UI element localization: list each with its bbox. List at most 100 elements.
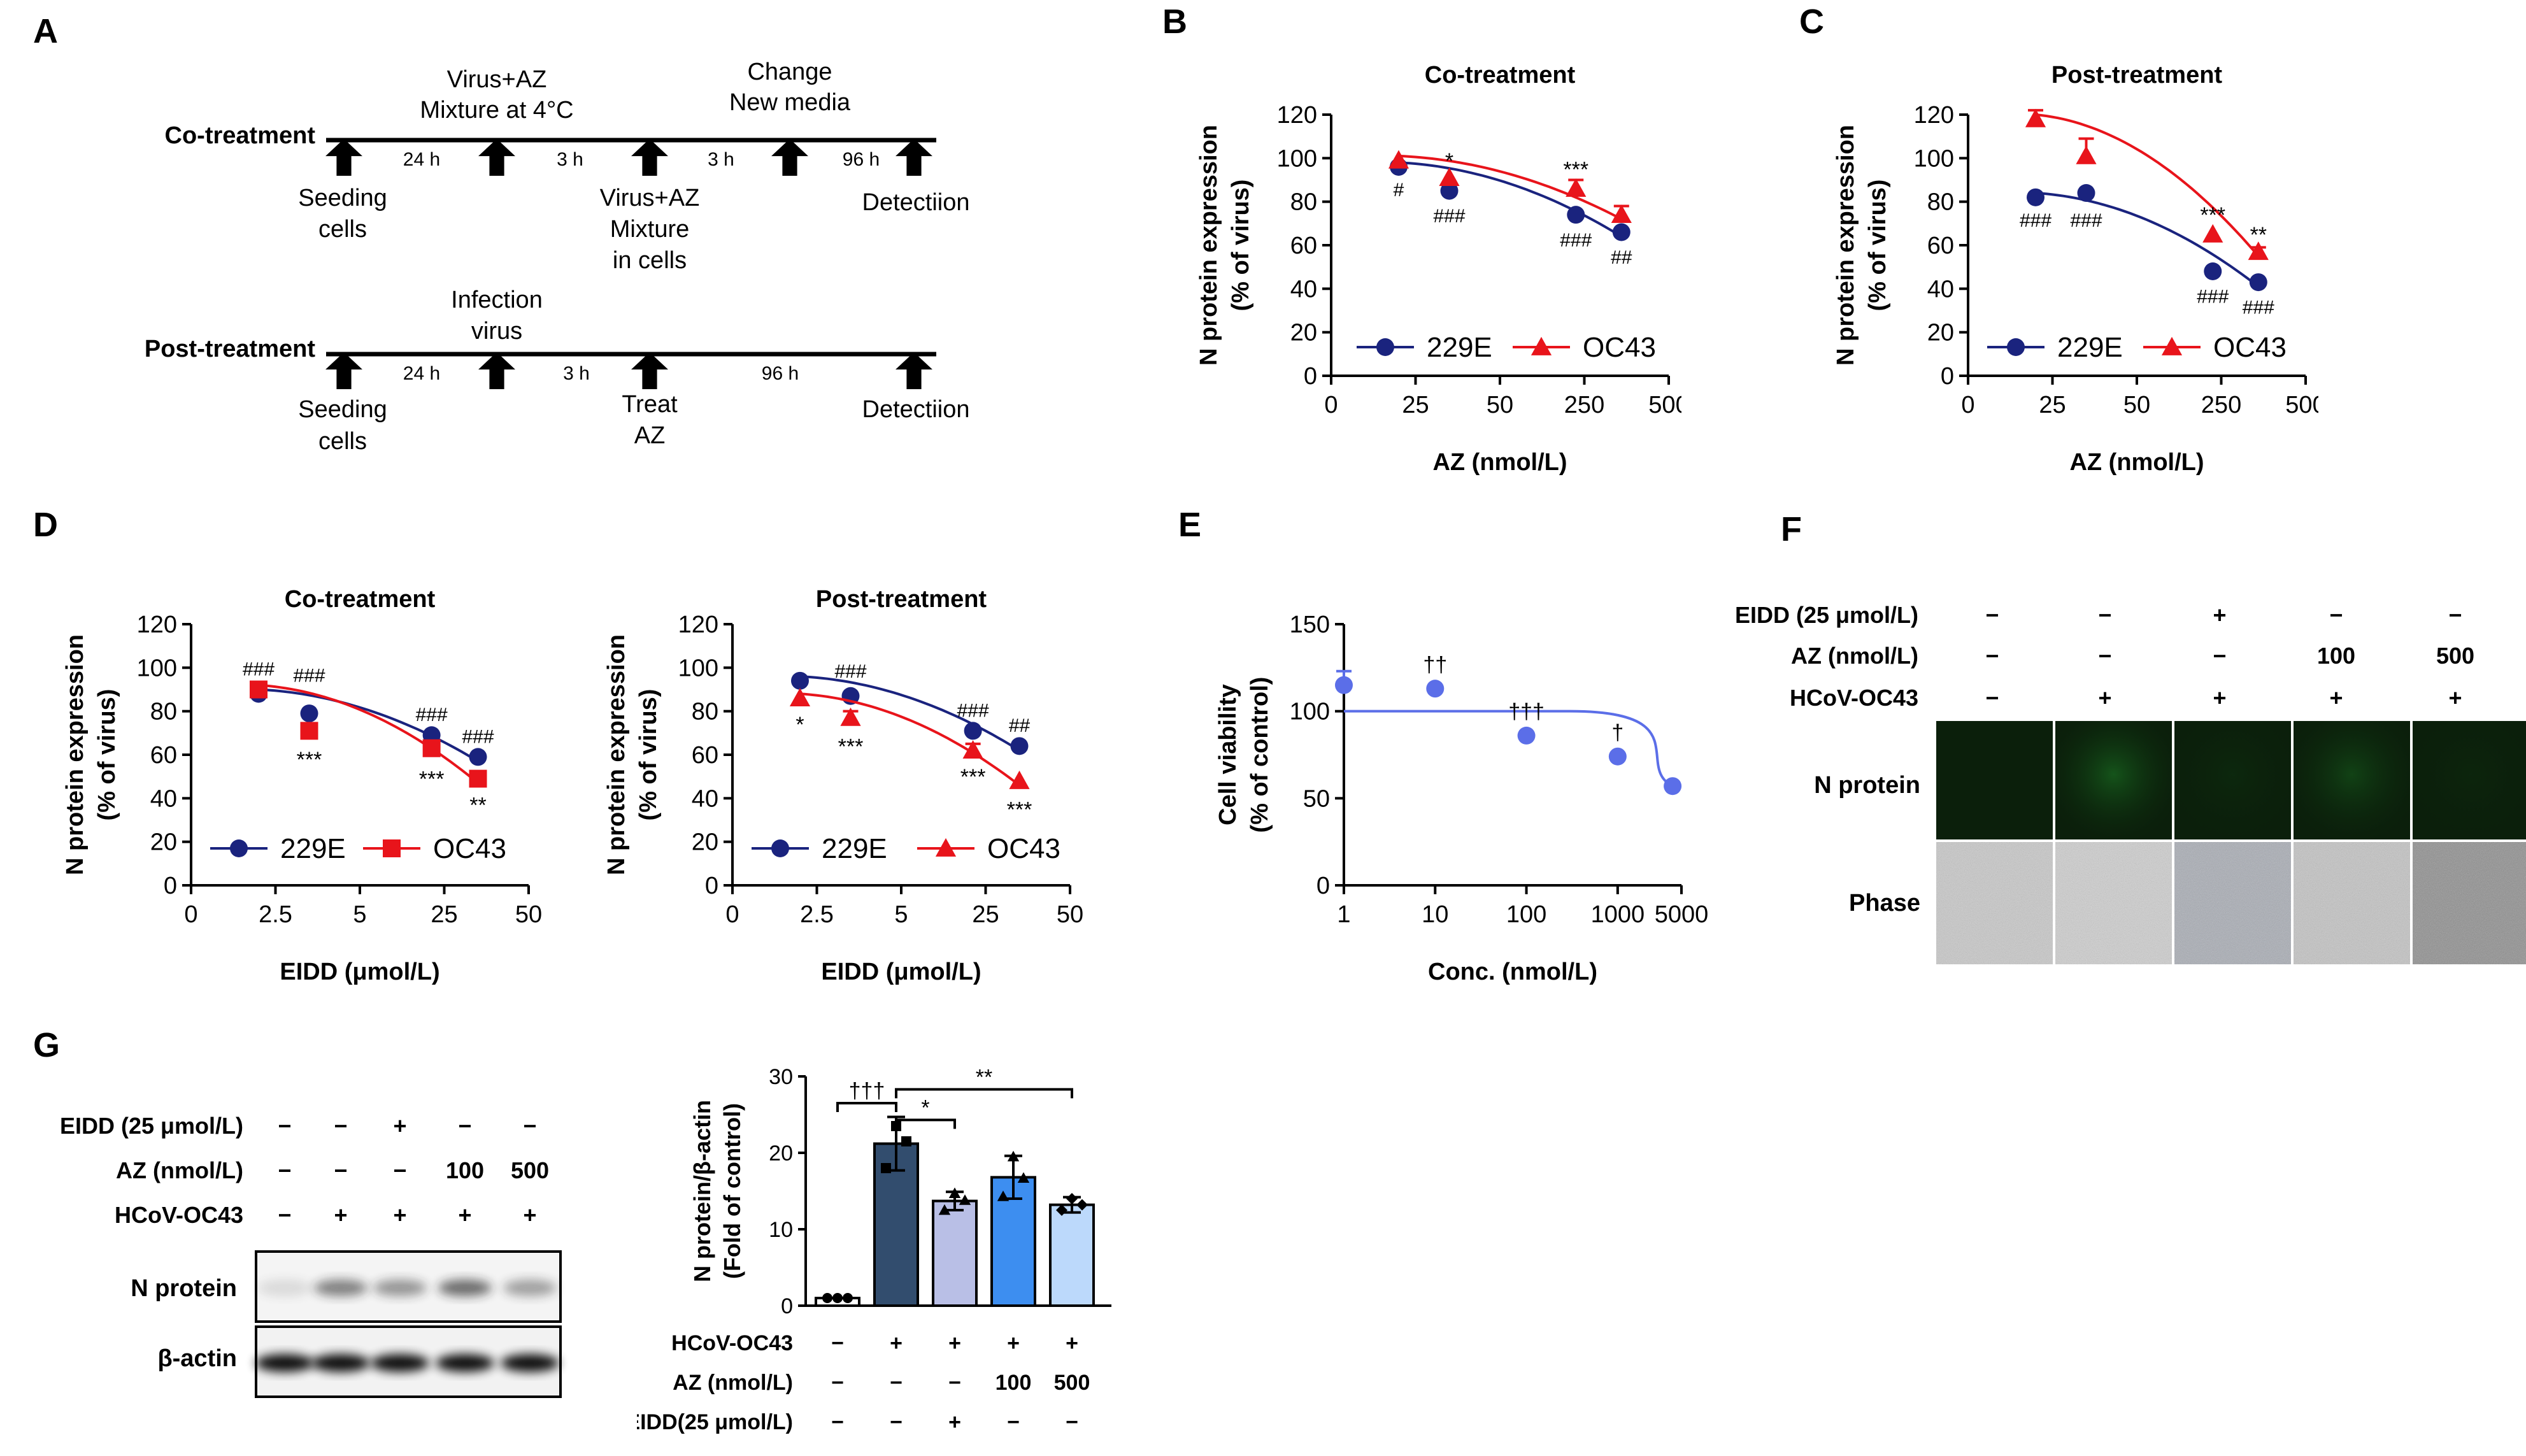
interval-label: 96 h <box>762 363 799 384</box>
panel-g-blot: EIDD (25 μmol/L) AZ (nmol/L) HCoV-OC43 −… <box>60 1113 562 1398</box>
post-top-label: virus <box>471 318 522 345</box>
bar-row-value: + <box>890 1331 903 1355</box>
replicate-point <box>1076 1199 1088 1211</box>
data-point <box>2202 224 2223 243</box>
interval-label: 3 h <box>563 363 590 384</box>
panel-letter-g: G <box>33 1026 61 1064</box>
f-row-label: AZ (nmol/L) <box>1791 643 1918 669</box>
y-tick-label: 60 <box>1290 232 1317 259</box>
bar-row-value: − <box>831 1371 844 1395</box>
blot-label-n-protein: N protein <box>131 1275 237 1302</box>
data-point <box>1612 223 1630 241</box>
data-point <box>2249 273 2267 292</box>
post-top-label: Infection <box>451 287 543 313</box>
bar-row-value: + <box>948 1410 961 1434</box>
g-condition-value: − <box>523 1113 536 1139</box>
x-tick-label: 25 <box>1402 392 1429 418</box>
y-tick-label: 80 <box>1927 189 1954 216</box>
legend-label: 229E <box>822 833 887 864</box>
data-point <box>1007 1150 1020 1162</box>
y-tick-label: 50 <box>1303 785 1330 812</box>
x-tick-label: 250 <box>2201 392 2241 418</box>
n-protein-band <box>438 1280 492 1296</box>
chart-b: B Co-treatment 0 20 40 60 80 100 120 0 25 50 250 500 A… <box>1162 3 1681 476</box>
bar <box>932 1199 978 1307</box>
significance-mark: *** <box>2200 203 2225 227</box>
significance-mark: ### <box>1560 230 1592 251</box>
f-condition-value: − <box>1985 643 1999 669</box>
significance-mark: ## <box>1611 247 1632 268</box>
legend-label: 229E <box>2057 332 2123 363</box>
bar-row-label: AZ (nmol/L) <box>673 1371 793 1395</box>
data-point <box>422 739 441 757</box>
y-tick-label: 100 <box>1290 699 1330 725</box>
significance-mark: * <box>921 1096 929 1120</box>
n-protein-band <box>503 1280 557 1296</box>
panel-f-images: EIDD (25 μmol/L) AZ (nmol/L) HCoV-OC43 −… <box>1735 602 2526 964</box>
co-top-label: New media <box>729 89 851 116</box>
y-tick-label: 60 <box>1927 232 1954 259</box>
g-condition-value: − <box>334 1113 347 1139</box>
legend-label: OC43 <box>2213 332 2287 363</box>
y-tick-label: 20 <box>692 829 718 856</box>
y-axis-label: (% of virus) <box>1864 180 1891 311</box>
y-axis-label: (% of virus) <box>635 689 662 821</box>
y-tick-label: 80 <box>692 699 718 725</box>
significance-mark: ### <box>2070 210 2102 231</box>
y-axis-label: N protein expression <box>603 634 630 875</box>
f-condition-value: − <box>2098 643 2111 669</box>
data-point <box>1517 726 1536 745</box>
g-row-label: AZ (nmol/L) <box>116 1157 243 1183</box>
data-point <box>938 1204 951 1215</box>
f-condition-value: 100 <box>2317 643 2355 669</box>
data-point <box>1010 737 1029 755</box>
data-point <box>1376 338 1394 356</box>
panel-letter-f: F <box>1781 510 1802 548</box>
fit-curve <box>2035 113 2260 257</box>
g-condition-value: + <box>458 1202 471 1228</box>
x-tick-label: 0 <box>1324 392 1338 418</box>
beta-actin-band <box>311 1354 370 1372</box>
co-top-label: Virus+AZ <box>447 66 547 93</box>
data-point <box>469 748 487 766</box>
data-point <box>2025 108 2046 127</box>
y-tick-label: 40 <box>692 785 718 812</box>
x-tick-label: 5 <box>894 901 908 928</box>
chart-d-post: Post-treatment 0 20 40 60 80 100 120 0 2.5 5 25 50 EI… <box>603 586 1083 985</box>
f-condition-value: − <box>1985 685 1999 711</box>
significance-bracket <box>895 1118 956 1129</box>
up-arrow-icon <box>631 352 668 389</box>
interval-label: 24 h <box>403 149 440 170</box>
data-point <box>2161 336 2183 355</box>
data-point <box>230 839 248 857</box>
data-point <box>300 704 318 723</box>
y-axis-label: (Fold of control) <box>719 1103 745 1279</box>
up-arrow-icon <box>478 352 515 389</box>
data-point <box>964 722 982 740</box>
data-point <box>2248 241 2269 261</box>
y-tick-label: 30 <box>769 1065 793 1089</box>
data-point <box>300 722 318 740</box>
significance-mark: ### <box>2243 297 2274 318</box>
beta-actin-band <box>371 1354 429 1372</box>
up-arrow-icon <box>631 139 668 176</box>
phase-image-texture <box>2413 842 2526 964</box>
y-tick-label: 0 <box>705 873 718 899</box>
g-condition-value: − <box>278 1157 291 1183</box>
f-condition-grid: − − − − − + + − + − 100 + − 500 + <box>1985 602 2474 711</box>
up-arrow-icon <box>478 139 515 176</box>
g-condition-value: + <box>393 1202 406 1228</box>
n-protein-band <box>258 1280 311 1296</box>
chart-title: Post-treatment <box>2051 62 2222 89</box>
y-tick-label: 120 <box>137 611 177 638</box>
interval-label: 24 h <box>403 363 440 384</box>
x-tick-label: 50 <box>1057 901 1083 928</box>
data-point <box>2204 262 2222 280</box>
data-point <box>1335 676 1353 694</box>
significance-mark: ### <box>462 726 494 747</box>
interval-label: 3 h <box>708 149 734 170</box>
phase-image-texture <box>2294 842 2410 964</box>
y-axis-label: N protein expression <box>62 634 89 875</box>
up-arrow-icon <box>325 352 362 389</box>
y-axis-label: N protein/β-actin <box>689 1100 715 1282</box>
